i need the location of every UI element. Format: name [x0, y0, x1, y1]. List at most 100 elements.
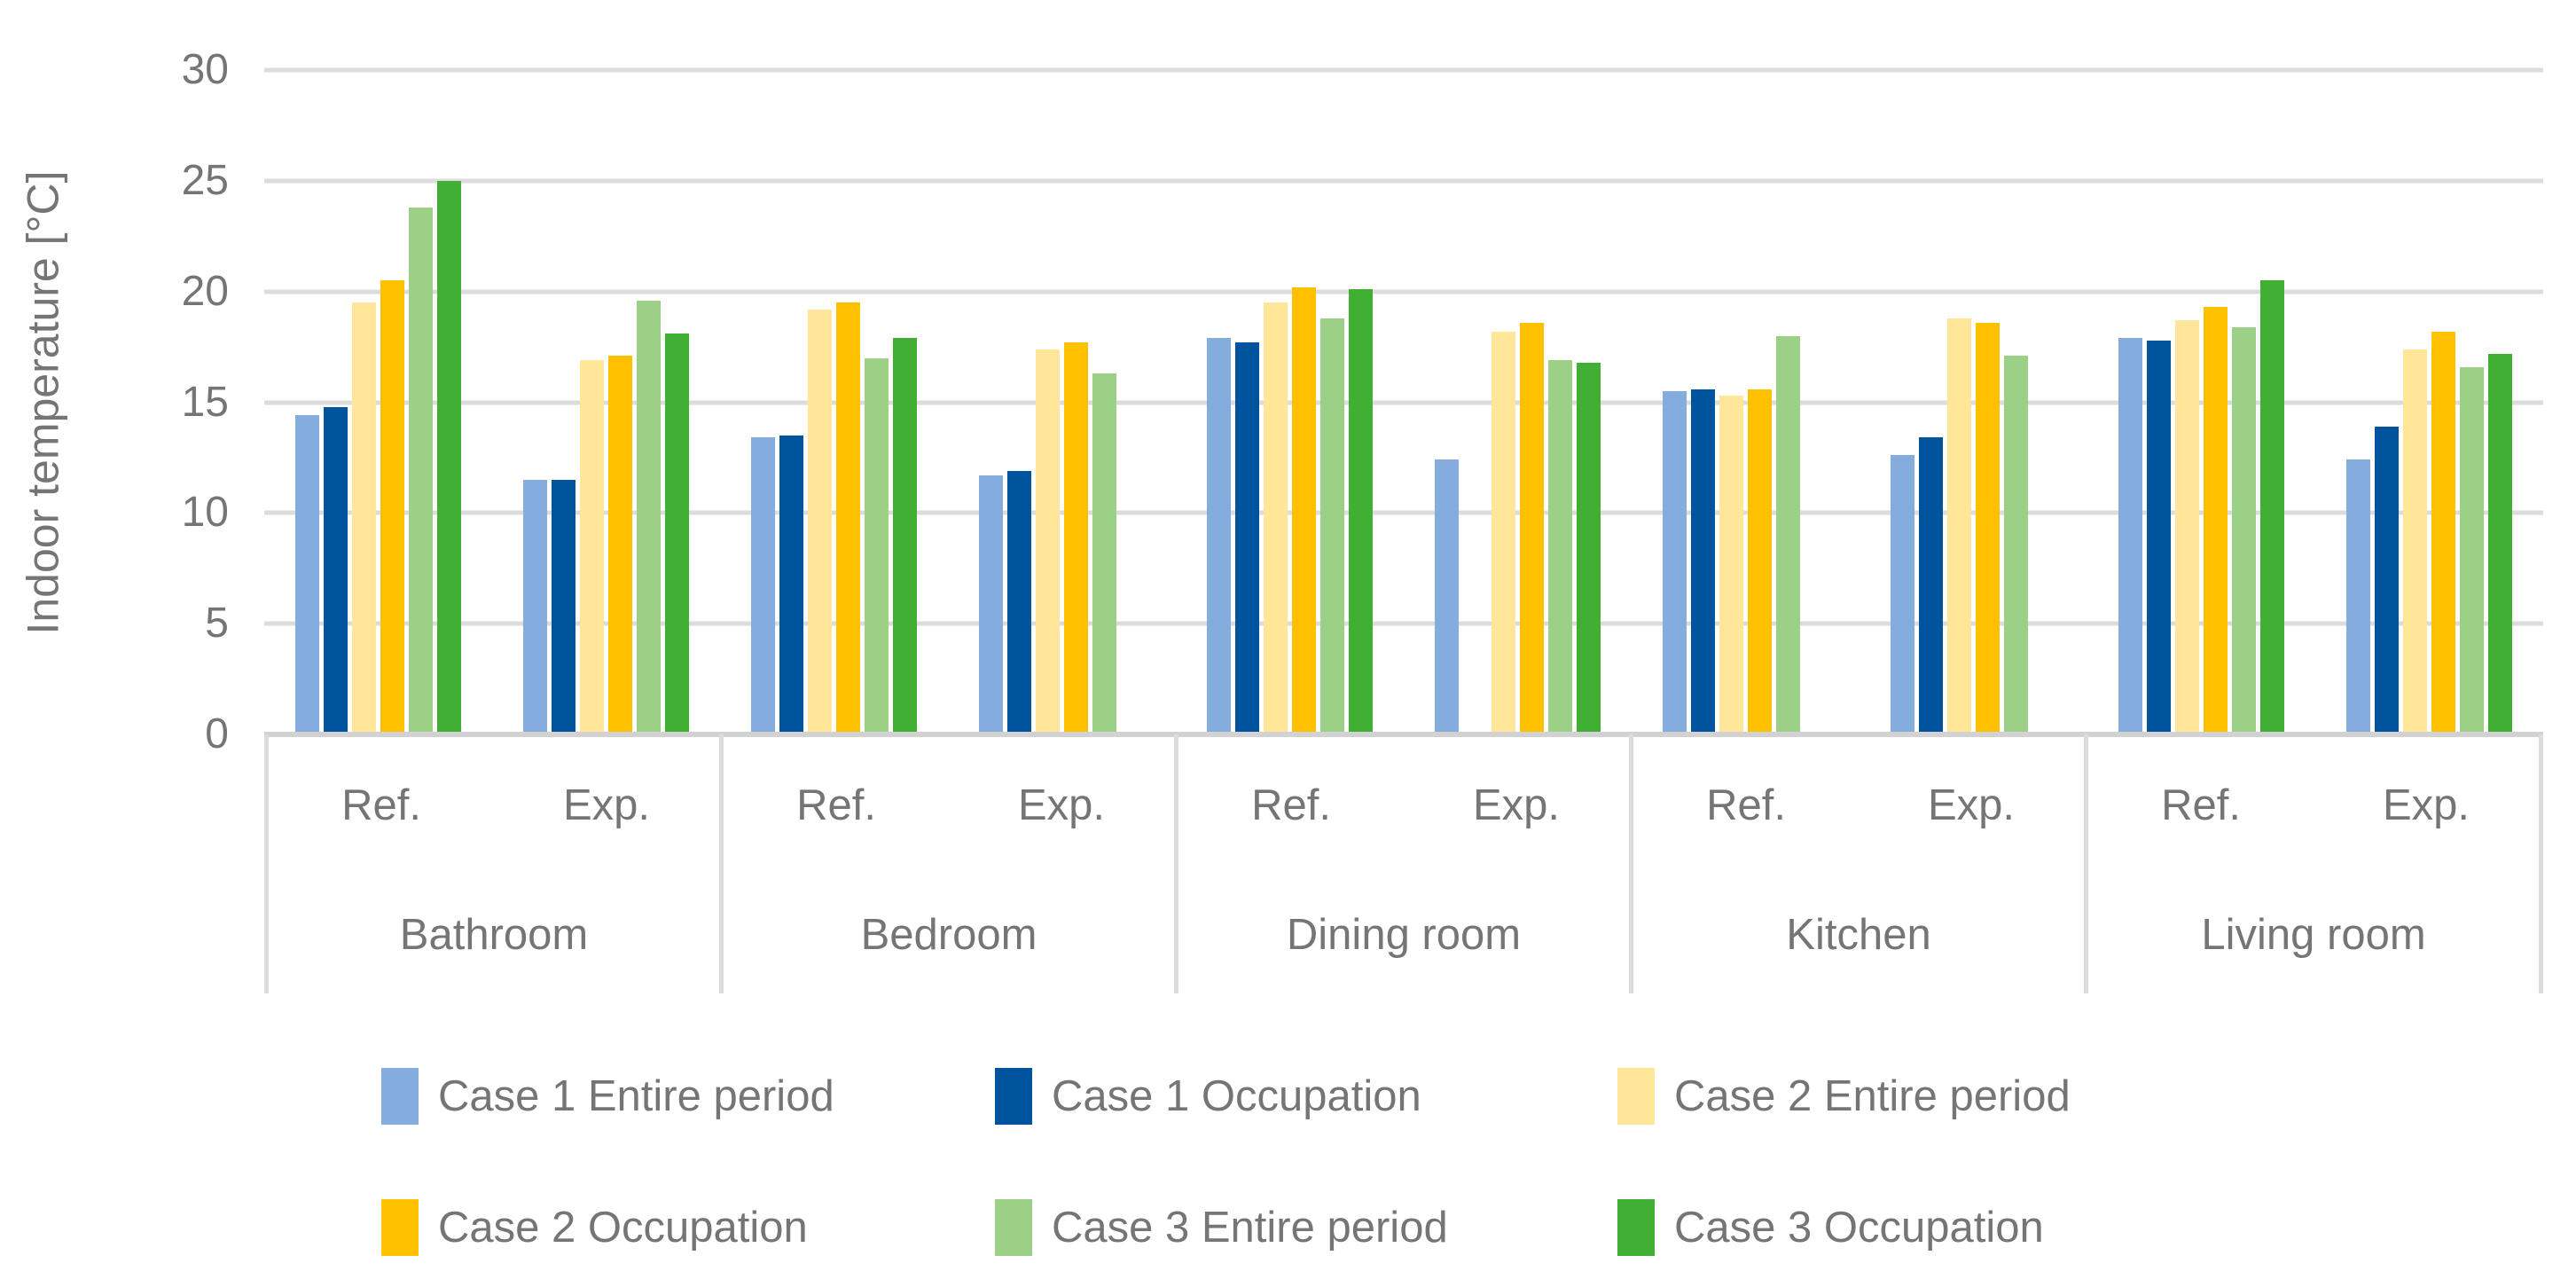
bar — [1264, 302, 1288, 734]
condition-row: Ref. Exp. — [269, 734, 719, 877]
legend-marker — [1617, 1068, 1655, 1125]
bar — [1492, 331, 1515, 734]
room-label: Bedroom — [860, 911, 1037, 960]
bar — [2260, 280, 2284, 734]
bar — [751, 437, 775, 734]
room-group-bedroom — [720, 70, 1176, 734]
condition-label: Exp. — [1017, 781, 1106, 830]
condition-label: Exp. — [562, 781, 651, 830]
bar-cluster — [1404, 70, 1632, 734]
bar — [1663, 391, 1687, 734]
bar — [979, 475, 1003, 734]
category-room: Ref. Exp. Living room — [2084, 734, 2543, 993]
category-axis: Ref. Exp. Bathroom Ref. Exp. Bedroom Ref. Exp. D… — [264, 734, 2543, 993]
legend-marker — [1617, 1199, 1655, 1256]
legend-marker — [381, 1068, 419, 1125]
y-tick-10: 10 — [181, 489, 229, 537]
bar — [1748, 388, 1772, 734]
legend-item: Case 1 Entire period — [381, 1061, 834, 1132]
bar — [1520, 322, 1544, 734]
legend-marker — [381, 1199, 419, 1256]
bar-cluster — [2315, 70, 2543, 734]
legend-label: Case 2 Occupation — [438, 1204, 808, 1252]
legend-label: Case 1 Occupation — [1052, 1072, 1421, 1120]
gridline-30 — [264, 67, 2543, 73]
legend-item: Case 3 Entire period — [995, 1192, 1448, 1263]
gridline-5 — [264, 621, 2543, 626]
bar — [808, 309, 832, 734]
room-label: Bathroom — [399, 911, 589, 960]
y-tick-25: 25 — [181, 156, 229, 204]
y-tick-15: 15 — [181, 378, 229, 426]
condition-row: Ref. Exp. — [2088, 734, 2539, 877]
bar — [409, 207, 433, 734]
condition-label: Exp. — [2382, 781, 2470, 830]
bar — [1064, 342, 1088, 734]
gridline-10 — [264, 510, 2543, 515]
bar — [2346, 459, 2370, 734]
bar — [437, 180, 461, 734]
condition-label: Ref. — [2161, 781, 2241, 830]
bar — [580, 360, 604, 734]
bar — [1235, 342, 1259, 734]
legend-label: Case 3 Entire period — [1052, 1204, 1448, 1252]
condition-label: Exp. — [1927, 781, 2016, 830]
legend-label: Case 2 Entire period — [1674, 1072, 2071, 1120]
room-group-living-room — [2087, 70, 2543, 734]
bar — [2375, 426, 2399, 734]
category-room: Ref. Exp. Bedroom — [719, 734, 1174, 993]
bar — [295, 415, 319, 734]
legend-label: Case 1 Entire period — [438, 1072, 834, 1120]
bar — [665, 334, 689, 734]
bar — [1919, 437, 1943, 734]
bar — [1036, 349, 1060, 734]
bar — [2004, 356, 2028, 734]
legend-item: Case 2 Occupation — [381, 1192, 808, 1263]
bar — [1891, 455, 1914, 734]
condition-label: Exp. — [1472, 781, 1561, 830]
bar — [1292, 286, 1316, 734]
bar-cluster — [1860, 70, 2087, 734]
condition-label: Ref. — [341, 781, 421, 830]
condition-label: Ref. — [1251, 781, 1331, 830]
bar — [324, 406, 348, 734]
gridline-15 — [264, 400, 2543, 404]
bar-cluster — [2087, 70, 2315, 734]
bar — [2488, 353, 2512, 734]
bar — [2175, 320, 2199, 734]
condition-row: Ref. Exp. — [1633, 734, 2084, 877]
bar — [1092, 373, 1116, 734]
condition-row: Ref. Exp. — [1178, 734, 1629, 877]
room-group-dining-room — [1176, 70, 1632, 734]
bar-groups — [264, 70, 2543, 734]
bar-cluster — [492, 70, 720, 734]
x-axis-line — [264, 732, 2543, 737]
y-tick-30: 30 — [181, 46, 229, 93]
y-tick-20: 20 — [181, 267, 229, 315]
bar — [1007, 470, 1031, 734]
plot-area — [264, 67, 2543, 737]
room-label: Dining room — [1286, 911, 1522, 960]
legend-label: Case 3 Occupation — [1674, 1204, 2044, 1252]
bar — [2232, 326, 2256, 734]
bar-cluster — [948, 70, 1176, 734]
bar — [2403, 349, 2427, 734]
bar — [2118, 338, 2142, 734]
bar-cluster — [1632, 70, 1860, 734]
bar-cluster — [264, 70, 492, 734]
bar — [1577, 362, 1601, 734]
bar — [552, 479, 575, 734]
bar — [779, 435, 803, 734]
bar — [836, 302, 860, 734]
condition-row: Ref. Exp. — [724, 734, 1174, 877]
room-label: Kitchen — [1786, 911, 1931, 960]
bar — [1207, 338, 1231, 734]
bar — [1548, 360, 1572, 734]
y-axis-title: Indoor temperature [°C] — [19, 169, 68, 635]
category-room: Ref. Exp. Dining room — [1174, 734, 1629, 993]
y-tick-5: 5 — [205, 600, 229, 647]
legend-marker — [995, 1199, 1032, 1256]
bar — [1349, 289, 1373, 734]
legend-item: Case 1 Occupation — [995, 1061, 1421, 1132]
